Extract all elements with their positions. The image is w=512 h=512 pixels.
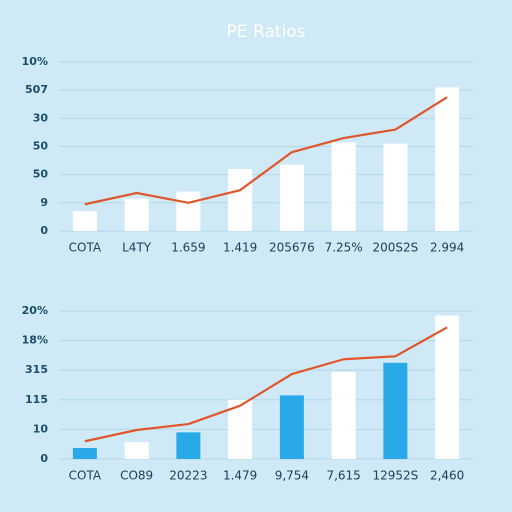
- y-tick-label: 115: [25, 393, 48, 406]
- bar: [331, 371, 356, 459]
- bar: [331, 142, 356, 231]
- bar: [279, 395, 304, 459]
- y-tick-label: 10: [33, 422, 49, 435]
- x-tick-label: 200S2S: [372, 241, 418, 255]
- x-tick-label: 7.25%: [325, 241, 363, 255]
- x-tick-label: L4TY: [122, 241, 152, 255]
- y-tick-label: 9: [40, 196, 48, 209]
- bar: [279, 164, 304, 231]
- y-tick-label: 30: [33, 111, 49, 124]
- x-tick-label: CO89: [120, 469, 153, 483]
- bar: [435, 87, 460, 231]
- y-tick-label: 18%: [22, 334, 48, 347]
- x-tick-label: COTA: [69, 469, 102, 483]
- y-tick-label: 10%: [22, 55, 48, 68]
- bar: [228, 169, 253, 231]
- y-tick-label: 507: [25, 83, 48, 96]
- bar: [124, 198, 149, 231]
- y-tick-label: 0: [40, 452, 48, 465]
- x-tick-label: 2,460: [430, 469, 464, 483]
- y-tick-label: 20%: [22, 304, 48, 317]
- bar: [176, 432, 201, 459]
- x-tick-label: 1.419: [223, 241, 257, 255]
- y-tick-label: 315: [25, 363, 48, 376]
- x-tick-label: 12952S: [372, 469, 418, 483]
- x-tick-label: 7,615: [326, 469, 360, 483]
- bar: [124, 442, 149, 459]
- x-tick-label: 1.479: [223, 469, 257, 483]
- bar: [435, 315, 460, 459]
- y-tick-label: 50: [33, 168, 49, 181]
- bar: [383, 362, 408, 459]
- chart-title: PE Ratios: [227, 22, 306, 42]
- x-tick-label: 20223: [169, 469, 207, 483]
- x-tick-label: 1.659: [171, 241, 205, 255]
- x-tick-label: COTA: [69, 241, 102, 255]
- x-tick-label: 205676: [269, 241, 315, 255]
- y-tick-label: 0: [40, 224, 48, 237]
- y-tick-label: 50: [33, 140, 49, 153]
- x-tick-label: 2.994: [430, 241, 464, 255]
- bar: [72, 448, 97, 459]
- bar: [72, 211, 97, 231]
- line: [84, 326, 448, 443]
- bar: [383, 143, 408, 231]
- line: [84, 96, 448, 206]
- bar: [176, 191, 201, 231]
- x-tick-label: 9,754: [275, 469, 309, 483]
